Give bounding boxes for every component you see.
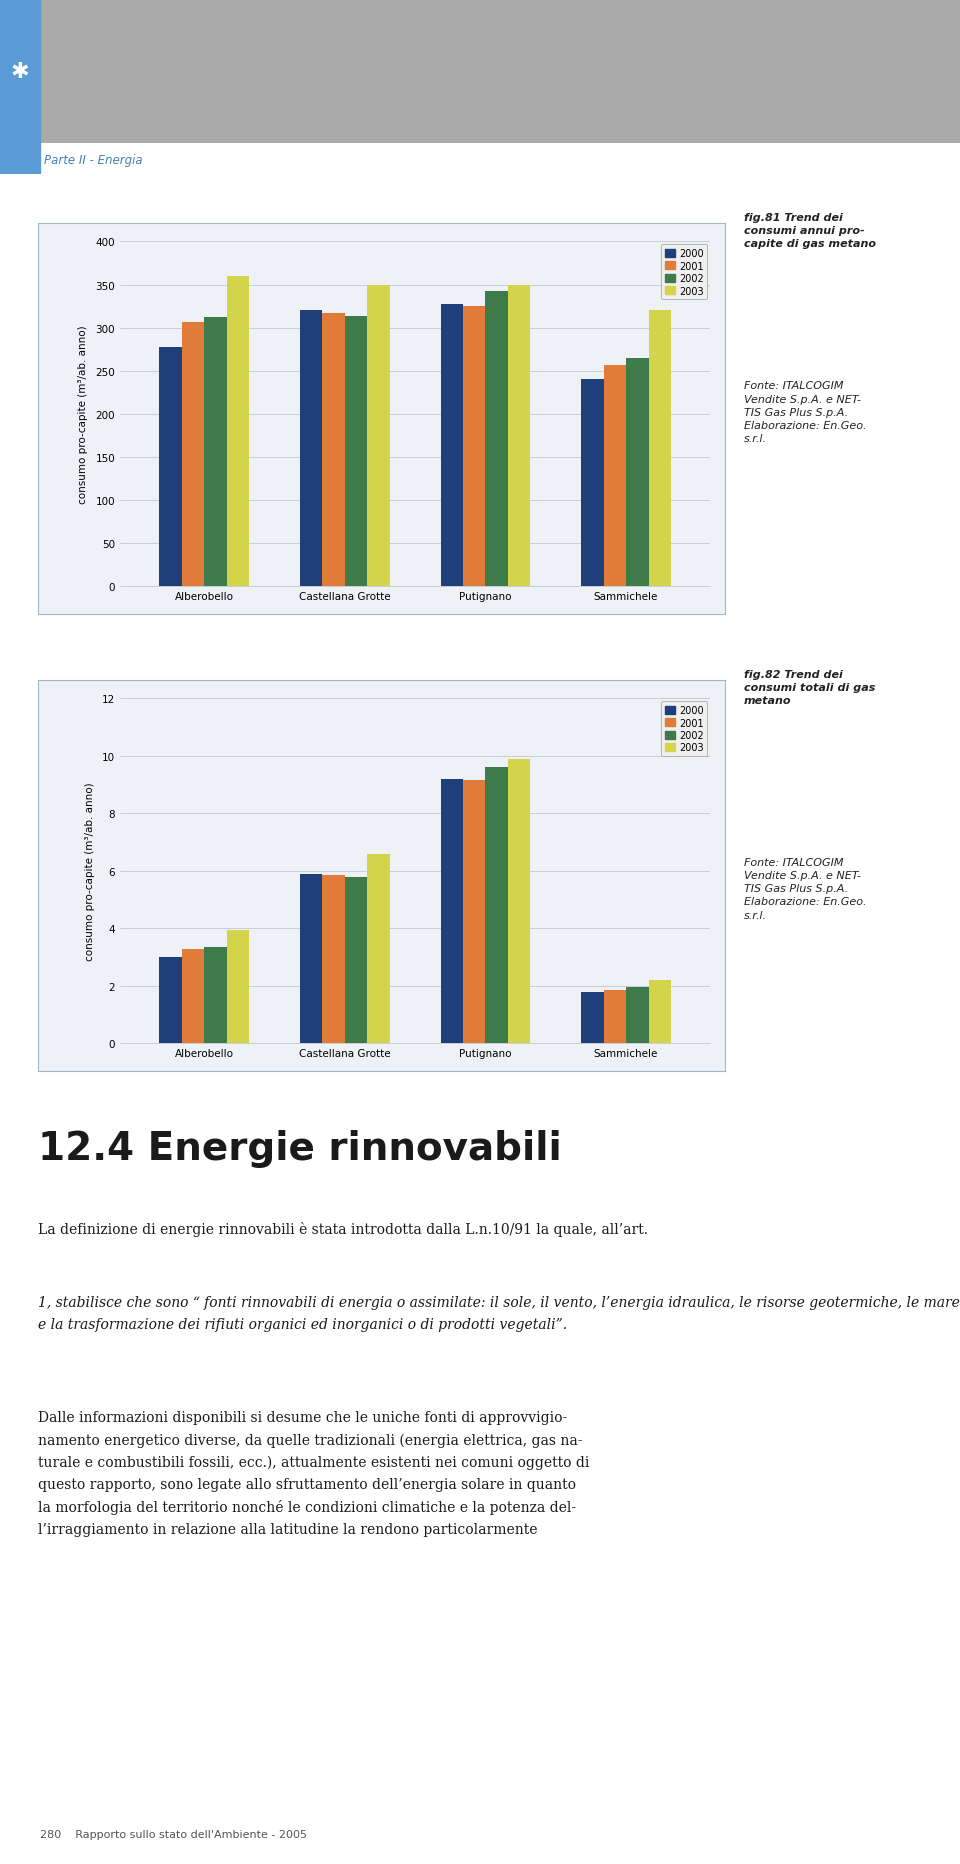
Text: Fonte: ITALCOGIM
Vendite S.p.A. e NET-
TIS Gas Plus S.p.A.
Elaborazione: En.Geo.: Fonte: ITALCOGIM Vendite S.p.A. e NET- T… [744,380,867,444]
Y-axis label: consumo pro-capite (m³/ab. anno): consumo pro-capite (m³/ab. anno) [79,326,88,503]
Bar [300,311,323,587]
Bar [508,285,531,587]
Bar [441,306,463,587]
Y-axis label: consumo pro-capite (m³/ab. anno): consumo pro-capite (m³/ab. anno) [84,783,95,960]
Bar [0,0,40,144]
Bar [508,759,531,1044]
Bar [323,313,345,587]
Bar [463,308,486,587]
Text: 12.4 Energie rinnovabili: 12.4 Energie rinnovabili [38,1130,563,1167]
Text: Fonte: ITALCOGIM
Vendite S.p.A. e NET-
TIS Gas Plus S.p.A.
Elaborazione: En.Geo.: Fonte: ITALCOGIM Vendite S.p.A. e NET- T… [744,857,867,921]
Bar [323,876,345,1044]
Bar [581,992,604,1044]
Bar [486,768,508,1044]
Bar [368,285,390,587]
Bar [345,317,368,587]
Bar [626,988,649,1044]
Bar [463,781,486,1044]
Bar [581,380,604,587]
Bar [626,358,649,587]
Bar [649,980,671,1044]
Text: fig.82 Trend dei
consumi totali di gas
metano: fig.82 Trend dei consumi totali di gas m… [744,669,876,706]
Bar [649,311,671,587]
Text: Parte II - Energia: Parte II - Energia [44,153,143,166]
Text: 1, stabilisce che sono “  fonti rinnovabili di energia o assimilate: il sole, il: 1, stabilisce che sono “ fonti rinnovabi… [38,1295,960,1331]
Bar [204,947,227,1044]
Bar [0,142,40,175]
Bar [204,319,227,587]
Text: Dalle informazioni disponibili si desume che le uniche fonti di approvvigio-
nam: Dalle informazioni disponibili si desume… [38,1411,589,1536]
Bar [181,949,204,1044]
Text: 280    Rapporto sullo stato dell'Ambiente - 2005: 280 Rapporto sullo stato dell'Ambiente -… [40,1829,307,1840]
Text: ✱: ✱ [11,62,30,82]
Bar [300,874,323,1044]
Bar [181,322,204,587]
Bar [159,347,181,587]
Bar [441,779,463,1044]
Text: fig.81 Trend dei
consumi annui pro-
capite di gas metano: fig.81 Trend dei consumi annui pro- capi… [744,212,876,250]
Bar [227,276,250,587]
Bar [604,990,626,1044]
Bar [159,958,181,1044]
Bar [486,291,508,587]
Text: La definizione di energie rinnovabili è stata introdotta dalla L.n.10/91 la qual: La definizione di energie rinnovabili è … [38,1221,648,1236]
Bar [368,854,390,1044]
Legend: 2000, 2001, 2002, 2003: 2000, 2001, 2002, 2003 [661,246,708,300]
Bar [345,878,368,1044]
Legend: 2000, 2001, 2002, 2003: 2000, 2001, 2002, 2003 [661,703,708,757]
Bar [604,365,626,587]
Bar [227,930,250,1044]
